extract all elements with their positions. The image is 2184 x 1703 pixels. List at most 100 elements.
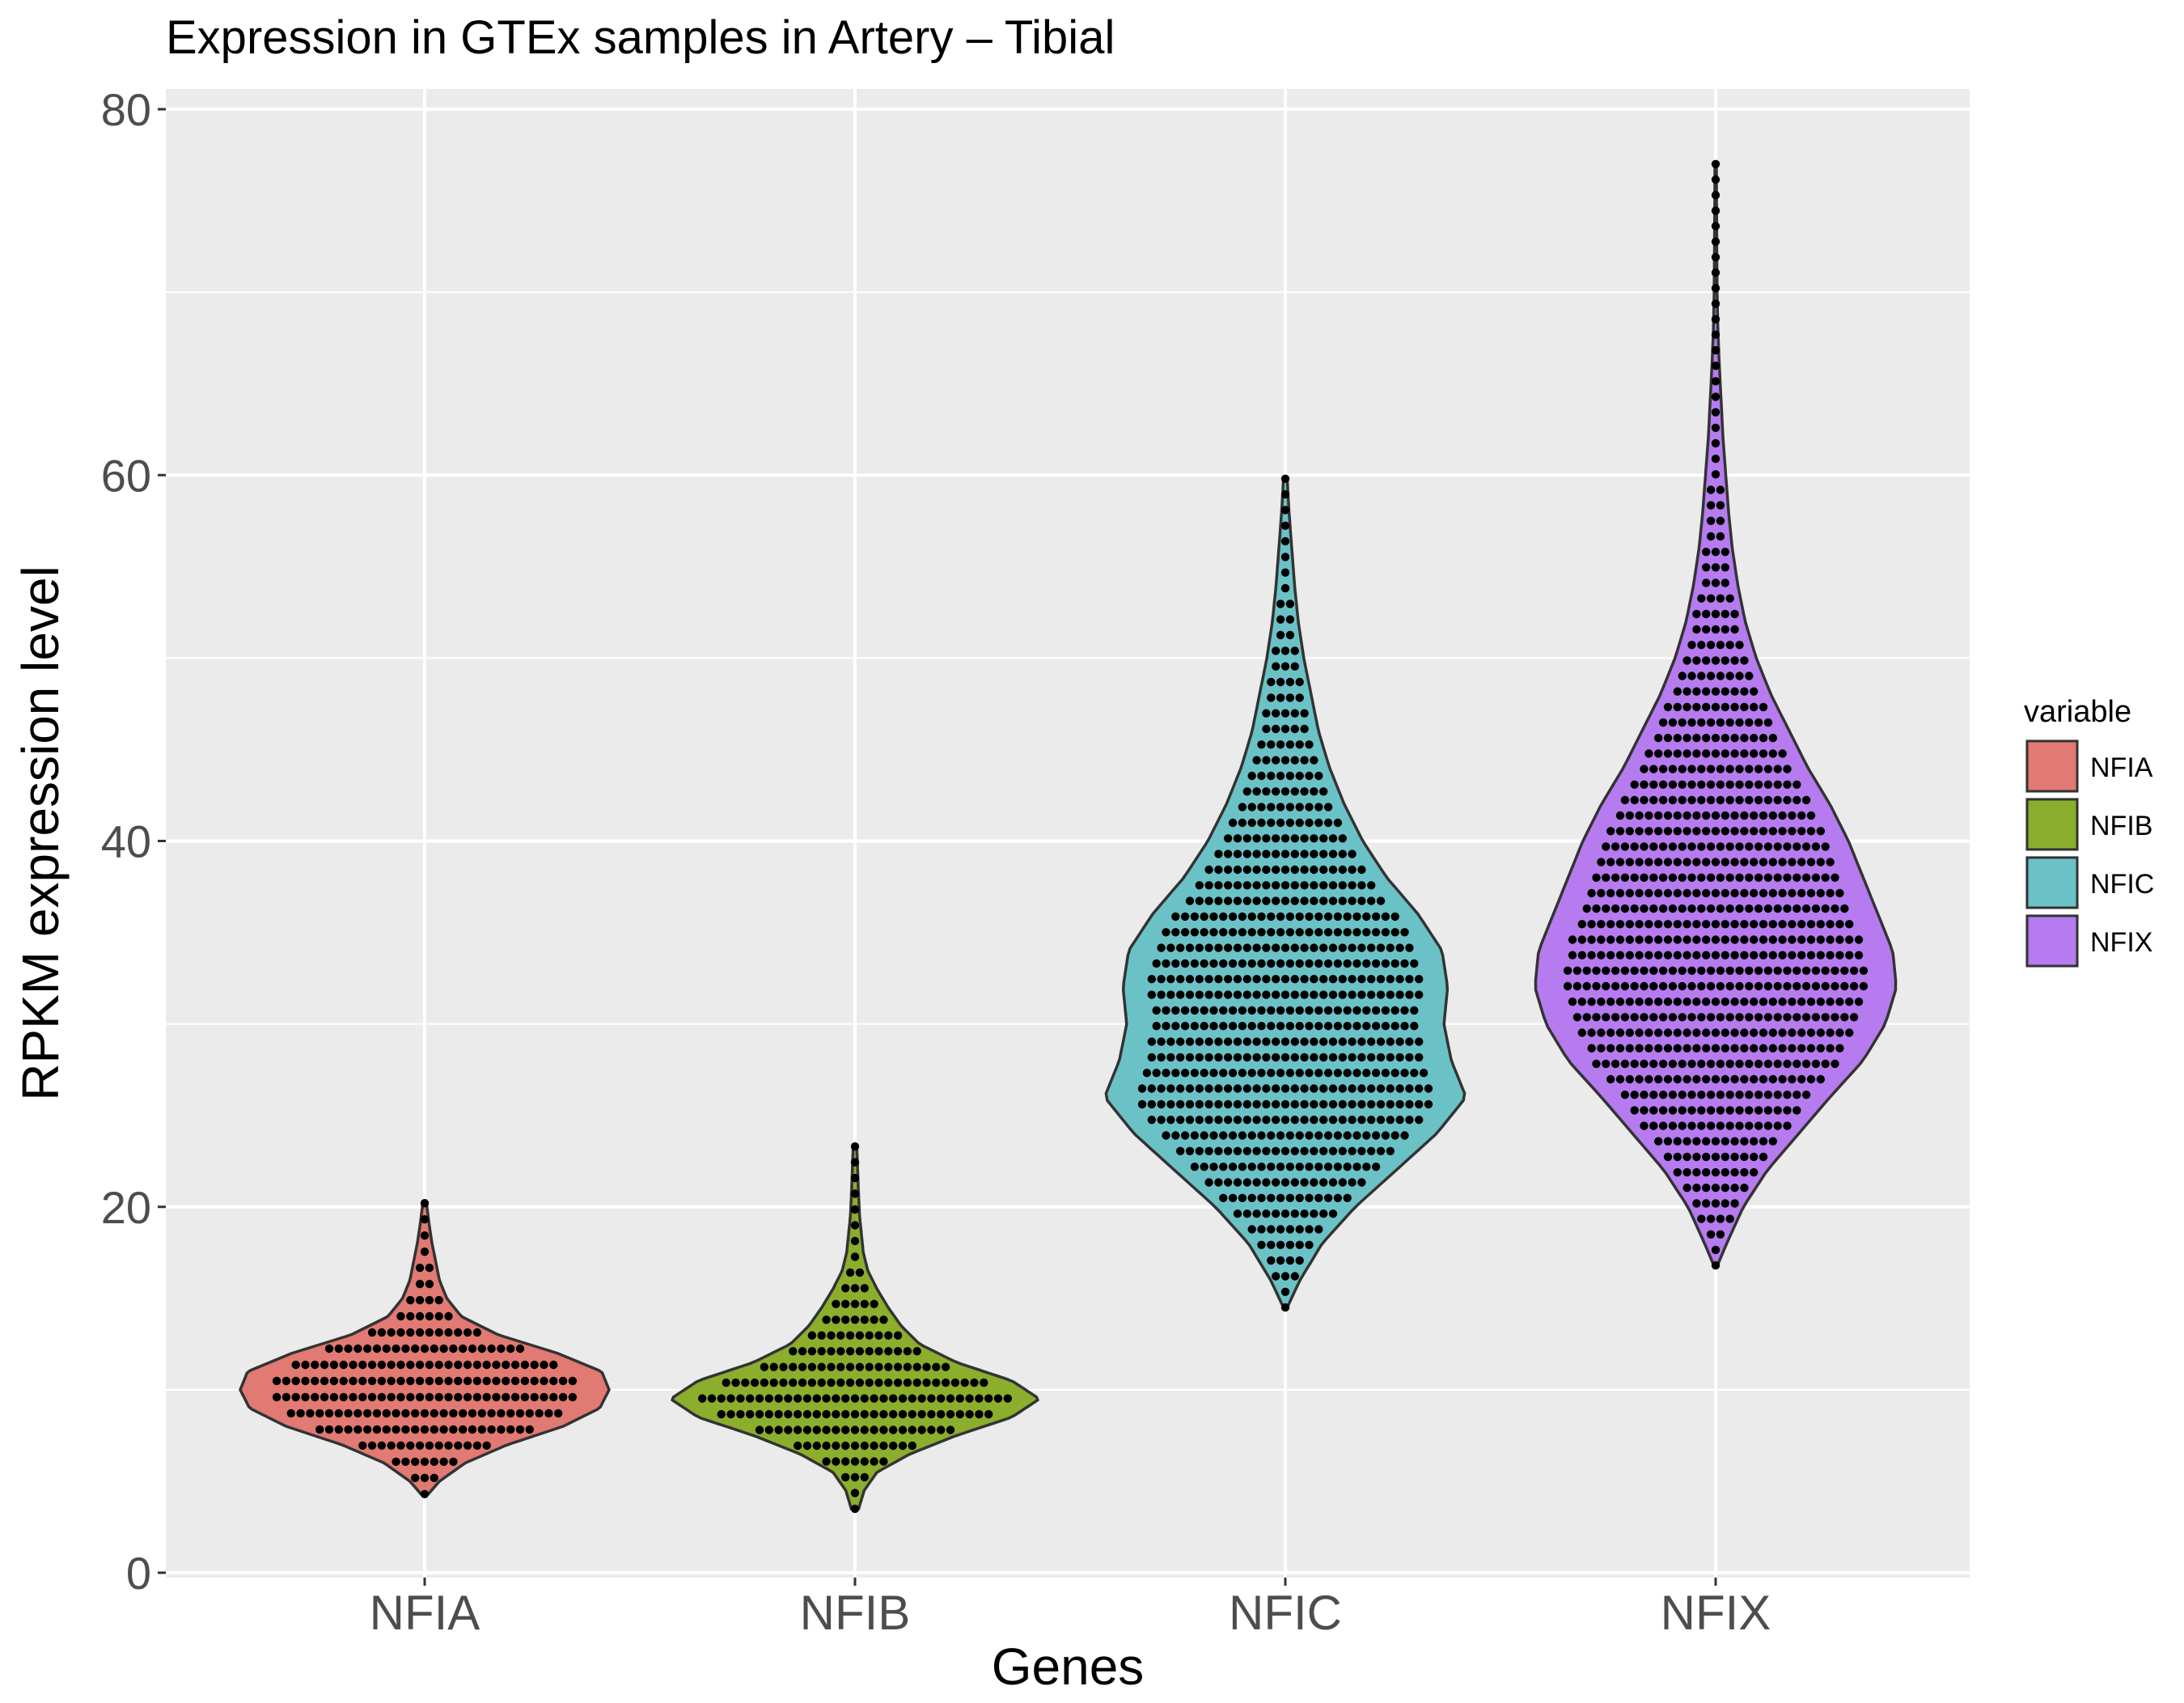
data-point: [1759, 1137, 1768, 1146]
data-point: [1602, 1013, 1610, 1022]
data-point: [1845, 935, 1854, 944]
data-point: [1610, 981, 1620, 991]
data-point: [1730, 687, 1739, 696]
data-point: [1797, 920, 1806, 929]
data-point: [1835, 1028, 1844, 1037]
data-point: [1702, 1167, 1711, 1177]
data-point: [1711, 423, 1721, 432]
data-point: [472, 1392, 482, 1402]
data-point: [1257, 912, 1266, 921]
points-nfia: [272, 1199, 578, 1499]
data-point: [827, 1347, 836, 1356]
data-point: [1343, 959, 1352, 968]
data-point: [1745, 671, 1754, 680]
data-point: [1333, 1022, 1343, 1031]
data-point: [879, 1457, 888, 1466]
data-point: [1247, 1193, 1256, 1203]
data-point: [1272, 849, 1280, 858]
data-point: [774, 1409, 783, 1419]
data-point: [1200, 912, 1208, 921]
data-point: [415, 1328, 425, 1337]
data-point: [1376, 1053, 1386, 1062]
data-point: [1711, 578, 1721, 587]
data-point: [1204, 881, 1213, 890]
data-point: [1267, 677, 1276, 687]
data-point: [1190, 1163, 1200, 1171]
data-point: [1219, 928, 1228, 937]
data-point: [784, 1426, 793, 1434]
data-point: [1285, 693, 1295, 702]
data-point: [1778, 749, 1787, 758]
data-point: [1783, 981, 1792, 991]
data-point: [1750, 1152, 1759, 1162]
data-point: [1649, 1091, 1658, 1099]
data-point: [1262, 1116, 1271, 1125]
data-point: [917, 1426, 926, 1434]
data-point: [444, 1360, 453, 1370]
data-point: [320, 1376, 329, 1386]
data-point: [1788, 888, 1797, 898]
data-point: [1640, 1121, 1649, 1130]
data-point: [492, 1392, 501, 1402]
data-point: [1706, 842, 1716, 851]
data-point: [1768, 998, 1777, 1006]
data-point: [392, 1344, 400, 1354]
data-point: [1640, 780, 1649, 789]
data-point: [755, 1409, 764, 1419]
data-point: [372, 1344, 382, 1354]
data-point: [1702, 625, 1711, 634]
data-point: [377, 1376, 387, 1386]
data-point: [1725, 1121, 1734, 1130]
data-point: [1649, 981, 1658, 991]
data-point: [1788, 935, 1797, 944]
data-point: [1305, 803, 1314, 811]
data-point: [1376, 943, 1386, 952]
data-point: [1711, 951, 1721, 960]
data-point: [1219, 1069, 1228, 1078]
data-point: [850, 1426, 860, 1434]
data-point: [1267, 912, 1276, 921]
data-point: [1386, 975, 1395, 984]
data-point: [1658, 1059, 1668, 1069]
data-point: [1816, 858, 1825, 866]
data-point: [1615, 1074, 1625, 1084]
data-point: [1300, 787, 1309, 796]
data-point: [1840, 981, 1849, 991]
data-point: [1615, 998, 1625, 1006]
data-point: [344, 1344, 353, 1354]
data-point: [1272, 709, 1280, 718]
data-point: [746, 1409, 755, 1419]
data-point: [1783, 966, 1792, 976]
data-point: [1280, 1303, 1290, 1312]
data-point: [525, 1409, 534, 1418]
data-point: [1702, 998, 1711, 1006]
data-point: [1214, 1037, 1223, 1046]
data-point: [549, 1392, 558, 1402]
data-point: [1238, 1131, 1247, 1140]
data-point: [1262, 756, 1271, 765]
data-point: [1682, 1152, 1691, 1162]
data-point: [1610, 1059, 1620, 1069]
data-point: [1276, 1225, 1285, 1234]
data-point: [1821, 842, 1830, 851]
data-point: [1773, 765, 1782, 773]
data-point: [1267, 928, 1276, 937]
data-point: [1367, 881, 1376, 890]
data-point: [1395, 943, 1404, 952]
data-point: [1716, 780, 1725, 789]
data-point: [1745, 873, 1754, 883]
data-point: [1262, 881, 1271, 890]
data-point: [1606, 888, 1615, 898]
data-point: [1635, 998, 1644, 1006]
data-point: [1821, 1059, 1830, 1069]
data-point: [1348, 943, 1357, 952]
data-point: [1821, 1013, 1830, 1022]
data-point: [1668, 1091, 1678, 1099]
data-point: [301, 1392, 310, 1402]
data-point: [1682, 998, 1691, 1006]
data-point: [1702, 951, 1711, 960]
data-point: [1214, 896, 1223, 905]
data-point: [1625, 935, 1635, 944]
data-point: [1405, 1099, 1414, 1109]
data-point: [1692, 935, 1701, 944]
